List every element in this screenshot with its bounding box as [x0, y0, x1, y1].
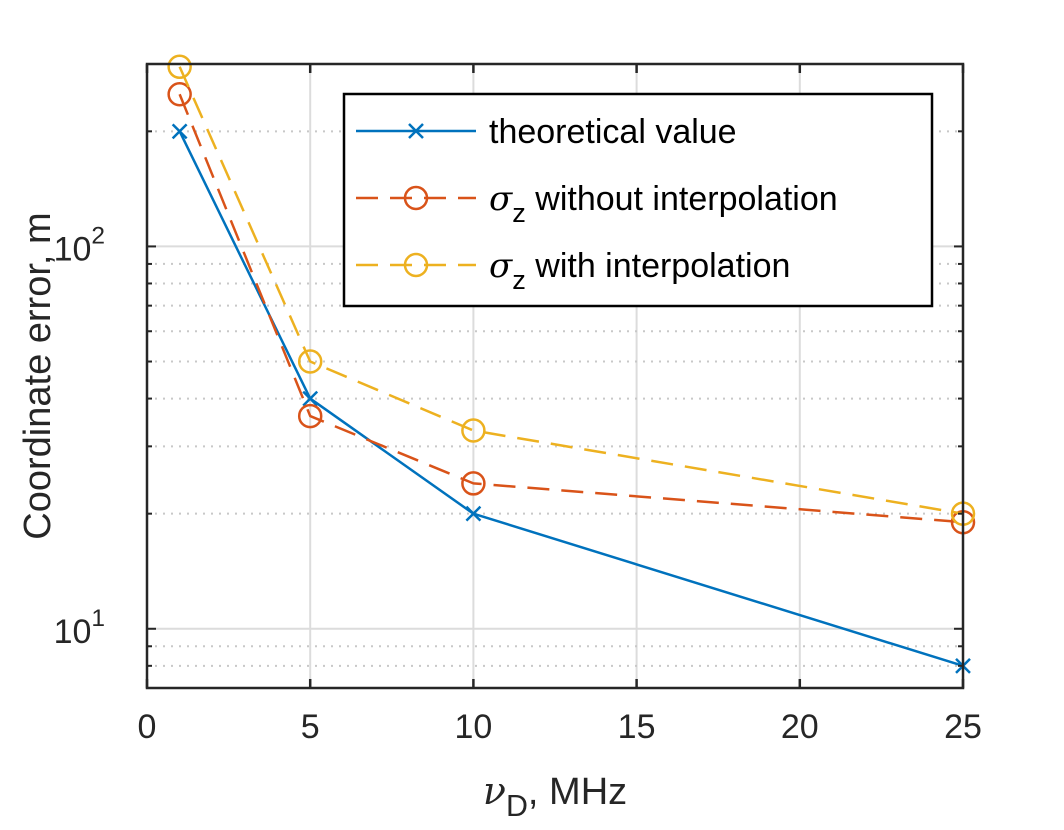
legend-label-symbol: σ: [489, 179, 513, 219]
data-point-marker: [297, 349, 323, 374]
data-point-marker: [461, 471, 486, 496]
data-point-marker: [302, 390, 319, 407]
data-point-marker: [465, 505, 482, 522]
data-point-marker: [171, 123, 188, 140]
series-1: [171, 123, 971, 674]
legend-box: [342, 92, 934, 308]
legend-item-1: theoretical value: [356, 113, 737, 151]
data-point-marker: [461, 418, 486, 443]
data-point-marker: [403, 252, 429, 278]
axes-box: [145, 62, 965, 690]
series-line: [178, 130, 964, 668]
series-line: [178, 66, 964, 515]
plot-series: [167, 54, 976, 674]
y-axis-label: Coordinate error, m: [17, 212, 59, 539]
data-point-marker: [167, 82, 192, 107]
x-axis-label-subscript: D: [506, 789, 528, 823]
legend-label-text: theoretical value: [489, 113, 737, 151]
data-point-marker: [297, 403, 323, 429]
legend-label-text: without interpolation: [526, 180, 838, 218]
legend-label: σz without interpolation: [489, 179, 838, 228]
x-tick-label: 15: [618, 708, 656, 746]
series-line: [178, 93, 964, 524]
y-tick-label: 102: [54, 222, 105, 268]
data-point-marker: [408, 123, 424, 139]
y-tick-label-exponent: 2: [91, 222, 105, 249]
data-point-marker: [167, 54, 192, 80]
y-tick-label-base: 10: [54, 230, 92, 268]
x-tick-label: 5: [301, 708, 320, 746]
x-tick-label: 25: [944, 708, 982, 746]
y-tick-label-exponent: 1: [91, 605, 105, 632]
x-axis-label-text: , MHz: [528, 771, 627, 813]
x-tick-label: 20: [781, 708, 819, 746]
legend-item-3: σz with interpolation: [356, 246, 790, 295]
legend-label-subscript: z: [512, 264, 526, 295]
legend-label: theoretical value: [489, 113, 737, 151]
x-axis-label: νD, MHz: [483, 769, 627, 823]
data-point-marker: [403, 185, 429, 211]
x-tick-label: 0: [138, 708, 157, 746]
x-axis-label-symbol: ν: [483, 769, 506, 813]
legend-label-symbol: σ: [489, 246, 513, 286]
legend-label-text: with interpolation: [526, 247, 791, 285]
legend-label-subscript: z: [512, 197, 526, 228]
legend-label: σz with interpolation: [489, 246, 790, 295]
y-tick-label-base: 10: [54, 613, 92, 651]
y-tick-label: 101: [54, 605, 105, 651]
legend-item-2: σz without interpolation: [356, 179, 838, 228]
x-tick-label: 10: [454, 708, 492, 746]
